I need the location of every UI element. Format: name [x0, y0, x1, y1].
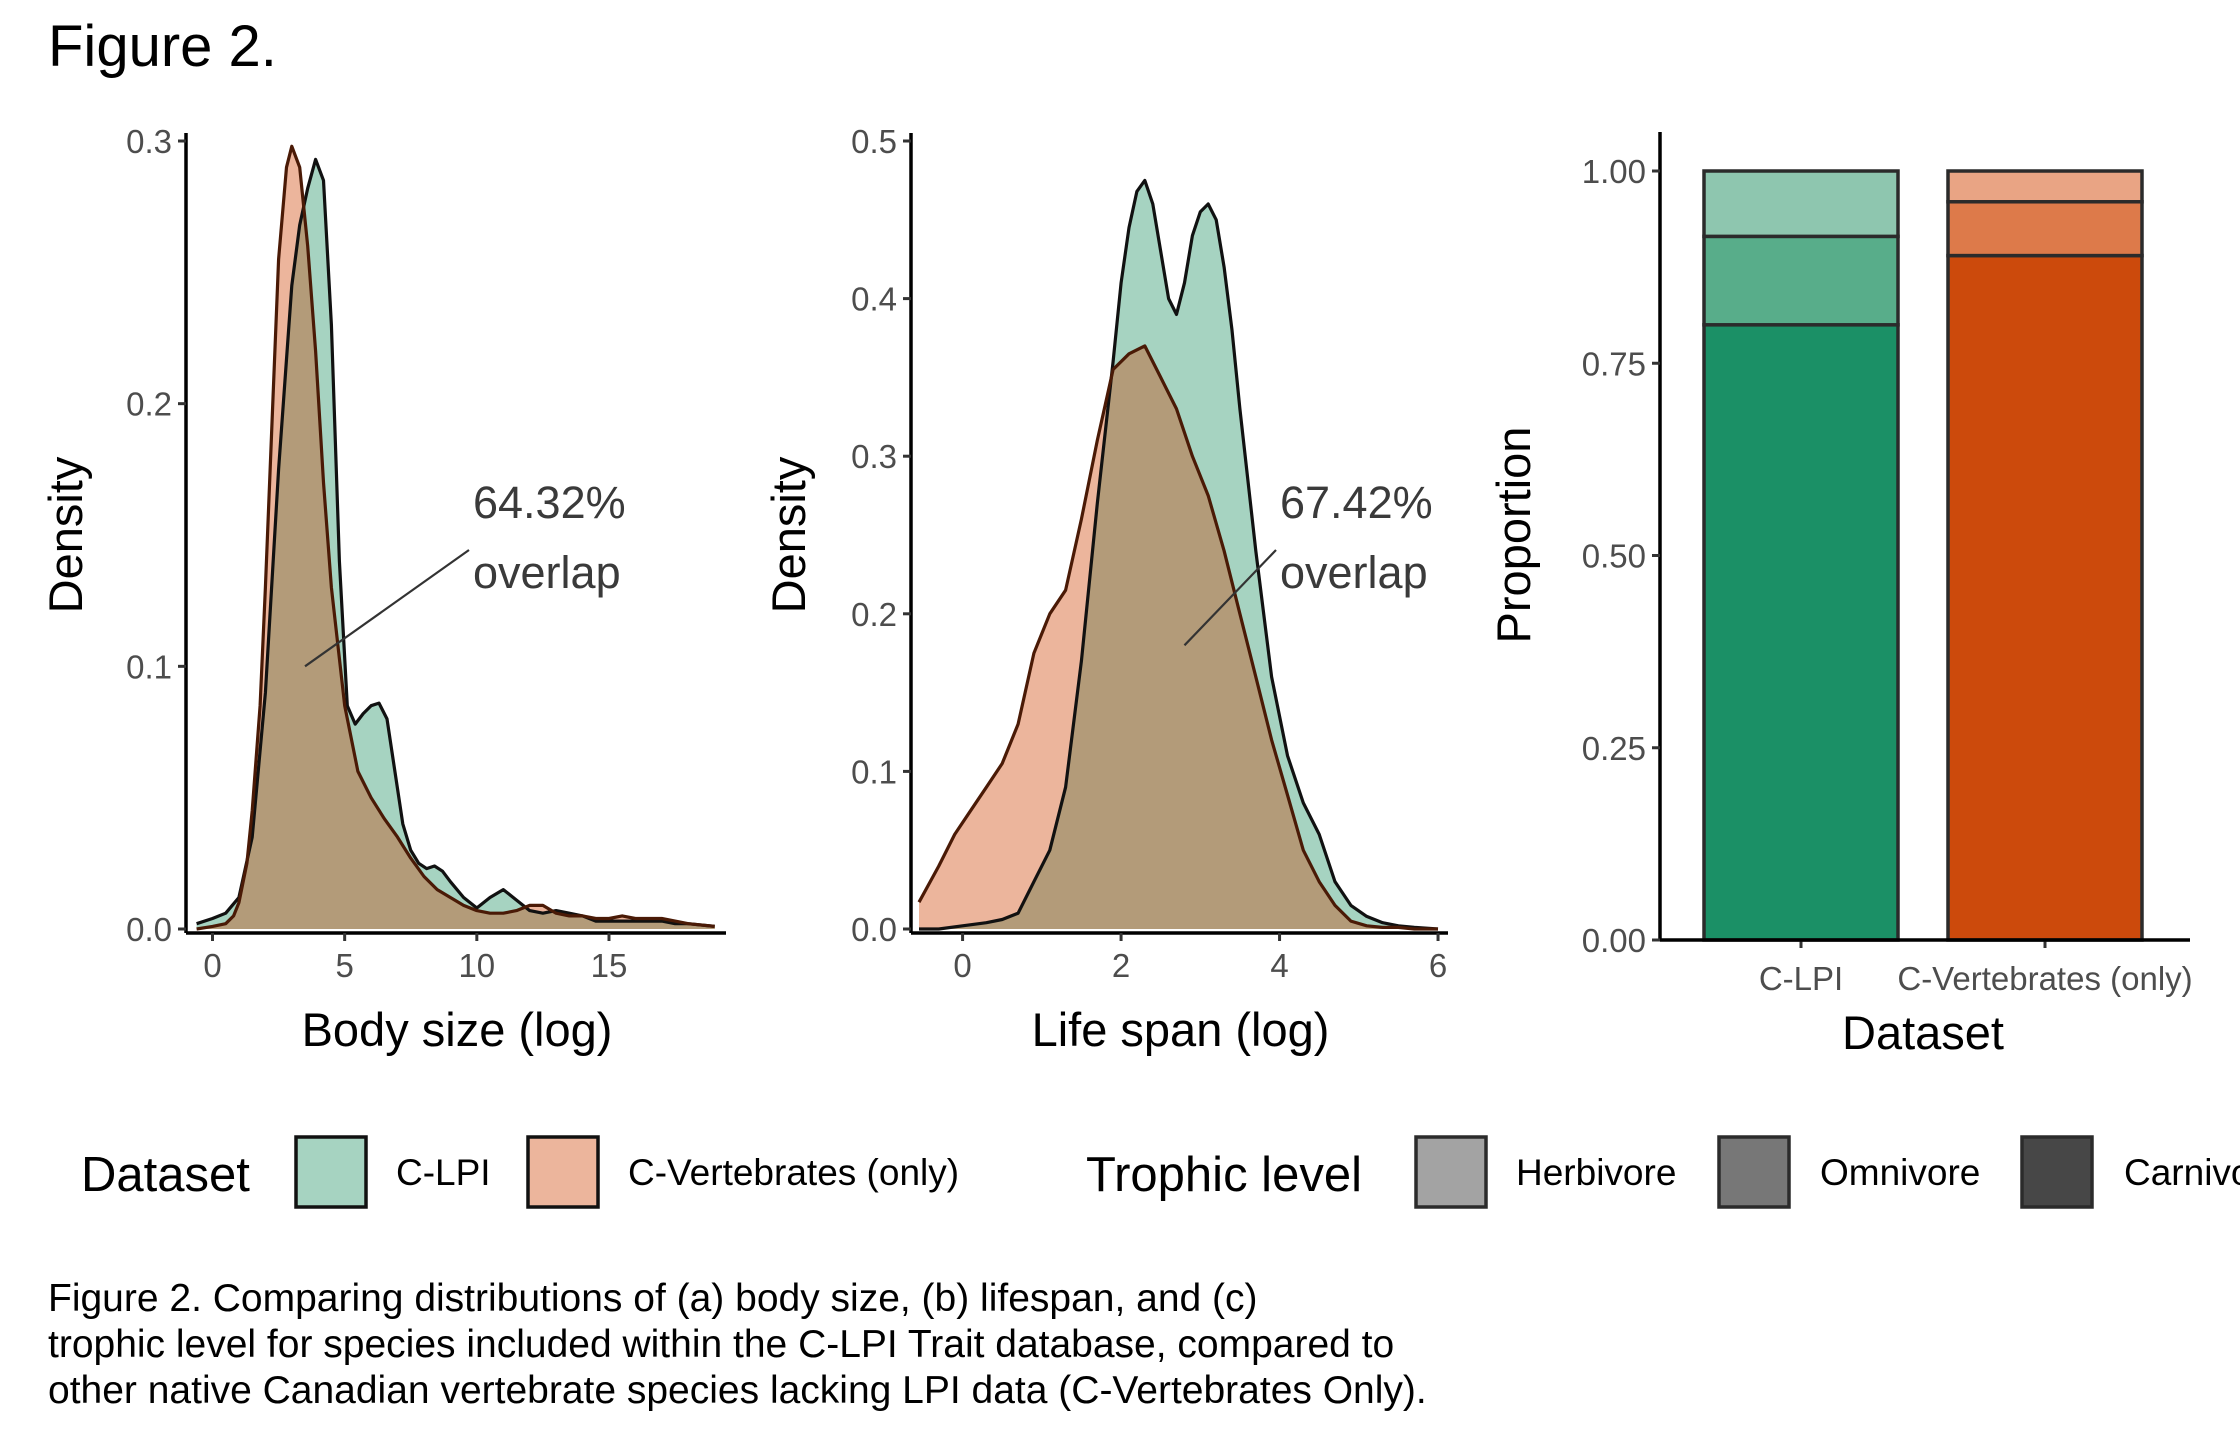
density-line-c-lpi — [919, 178, 1439, 931]
legend-trophic-title: Trophic level — [1086, 1148, 1362, 1202]
y-tick-label: 0.5 — [851, 123, 897, 160]
legend-label-dataset: C-LPI — [396, 1152, 491, 1193]
y-tick-label: 0.4 — [851, 281, 897, 318]
density-line-c-vertebrates — [917, 344, 1438, 931]
legend-swatch-trophic — [2020, 1135, 2094, 1209]
overlap-word-label: overlap — [473, 547, 621, 598]
x-axis-title: Dataset — [1842, 1006, 2004, 1059]
overlap-pointer-line — [304, 549, 470, 668]
bar-segment-herbivore — [1702, 169, 1900, 239]
legend-swatch-dataset — [294, 1135, 368, 1209]
x-tick-label: 4 — [1270, 947, 1288, 984]
figure-caption: Figure 2. Comparing distributions of (a)… — [48, 1276, 1748, 1414]
legend-dataset-title: Dataset — [81, 1148, 250, 1202]
legend-swatch-dataset — [526, 1135, 600, 1209]
y-tick-label: 0.25 — [1582, 730, 1646, 767]
bar-segment-carnivore — [1702, 323, 1900, 942]
overlap-percent-label: 64.32% — [473, 477, 626, 528]
bar-segment-omnivore — [1946, 200, 2144, 258]
panel-trophic-proportion: C-LPI C-Vertebrates (only) 0.00 0.25 0.50 0.7… — [1487, 132, 2193, 1059]
overlap-word-label: overlap — [1280, 547, 1428, 598]
overlap-percent-label: 67.42% — [1280, 477, 1433, 528]
y-tick-label: 0.0 — [851, 911, 897, 948]
figure-title: Figure 2. — [48, 14, 277, 79]
y-tick-label: 0.2 — [851, 596, 897, 633]
x-axis-title: Life span (log) — [1032, 1003, 1330, 1056]
y-tick-label: 0.50 — [1582, 538, 1646, 575]
panel-life-span-density: 0.0 0.1 0.2 0.3 0.4 0.5 0 2 4 6 Life span (log) Den… — [762, 123, 1448, 1056]
y-tick-label: 1.00 — [1582, 153, 1646, 190]
density-overlap-area — [196, 206, 715, 930]
y-axis-title: Proportion — [1487, 427, 1540, 644]
y-tick-label: 0.1 — [126, 648, 172, 685]
x-tick-label: C-LPI — [1759, 960, 1843, 997]
y-tick-label: 0.3 — [126, 123, 172, 160]
caption-line-1: Figure 2. Comparing distributions of (a)… — [48, 1277, 1258, 1320]
legend-swatch-trophic — [1717, 1135, 1791, 1209]
bar-segment-herbivore — [1946, 169, 2144, 204]
y-axis-title: Density — [762, 456, 815, 613]
legend-label-trophic: Herbivore — [1516, 1152, 1676, 1193]
bar-segment-omnivore — [1702, 234, 1900, 327]
y-tick-label: 0.3 — [851, 438, 897, 475]
caption-line-2: trophic level for species included withi… — [48, 1323, 1395, 1366]
y-tick-label: 0.0 — [126, 911, 172, 948]
density-line-c-lpi — [196, 157, 715, 928]
x-tick-label: 0 — [203, 947, 221, 984]
y-tick-label: 0.2 — [126, 386, 172, 423]
x-tick-label: 15 — [591, 947, 628, 984]
overlap-pointer-line — [1183, 549, 1277, 647]
x-tick-label: 0 — [953, 947, 971, 984]
panel-body-size-density: 0.0 0.1 0.2 0.3 0 5 10 15 Body size (log) Density… — [39, 123, 726, 1056]
x-tick-label: C-Vertebrates (only) — [1897, 960, 2192, 997]
legend-label-trophic: Carnivore — [2124, 1152, 2240, 1193]
density-line-c-vertebrates — [196, 144, 715, 931]
y-axis-title: Density — [39, 456, 92, 613]
x-axis-title: Body size (log) — [302, 1003, 613, 1056]
x-tick-label: 6 — [1429, 947, 1447, 984]
density-overlap-area — [919, 346, 1438, 929]
legend-swatch-trophic — [1414, 1135, 1488, 1209]
caption-line-3: other native Canadian vertebrate species… — [48, 1369, 1427, 1412]
y-tick-label: 0.1 — [851, 753, 897, 790]
x-tick-label: 10 — [458, 947, 495, 984]
legend-label-dataset: C-Vertebrates (only) — [628, 1152, 959, 1193]
y-tick-label: 0.00 — [1582, 922, 1646, 959]
legend-label-trophic: Omnivore — [1820, 1152, 1980, 1193]
legend: Dataset C-LPI C-Vertebrates (only) Trophic … — [81, 1135, 2240, 1209]
y-tick-label: 0.75 — [1582, 345, 1646, 382]
bar-segment-carnivore — [1946, 253, 2144, 942]
x-tick-label: 5 — [335, 947, 353, 984]
x-tick-label: 2 — [1112, 947, 1130, 984]
